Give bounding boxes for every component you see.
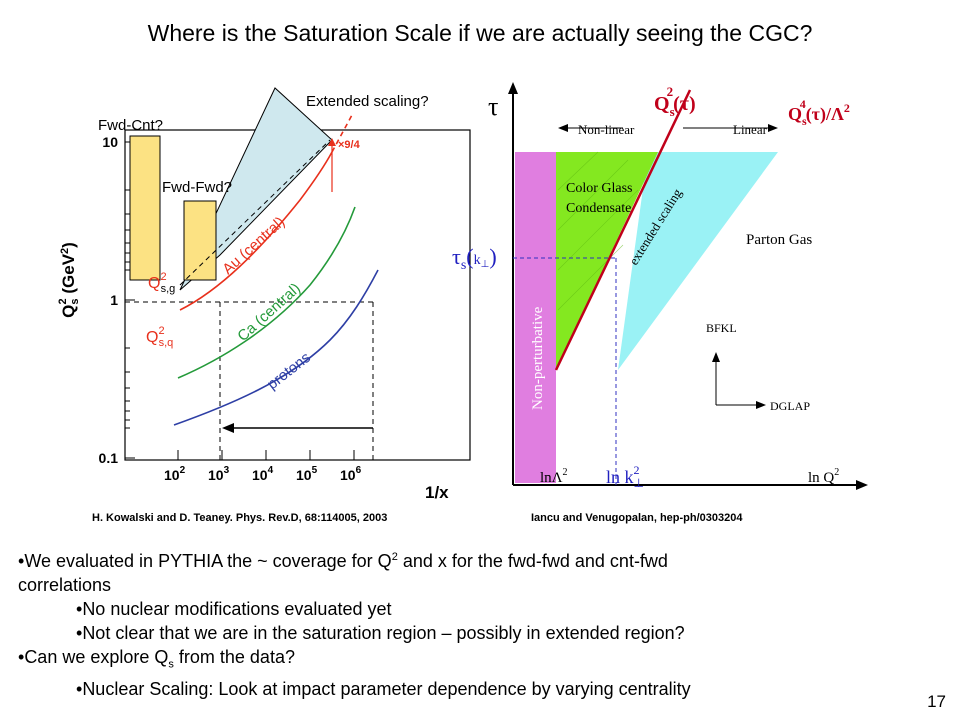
cgc-phase-diagram: τ Non-linear Linear Qs2(τ) Qs4(τ)/Λ2 Col… (452, 82, 868, 490)
dglap-arrowhead (756, 401, 766, 409)
y-tick-1: 1 (110, 292, 118, 308)
y-tick-0.1: 0.1 (99, 450, 119, 466)
slide-number: 17 (927, 692, 946, 711)
cgc-hatch (557, 151, 639, 311)
dglap-label: DGLAP (770, 399, 810, 413)
ca-label: Ca (central) (234, 280, 304, 345)
bullet-3: •Not clear that we are in the saturation… (76, 623, 685, 643)
y-minor-ticks (125, 141, 135, 459)
bullet-4: •Can we explore Qs from the data? (18, 647, 295, 671)
tau-axis-label: τ (488, 92, 498, 121)
lnlambda-label: lnΛ2 (540, 467, 568, 486)
x-tick-1e5: 105 (296, 465, 318, 483)
linear-label: Linear (733, 122, 768, 137)
y-axis-label: Qs2 (GeV2) (57, 242, 81, 318)
bullet-2: •No nuclear modifications evaluated yet (76, 599, 392, 619)
bfkl-arrowhead (712, 352, 720, 362)
x-tick-labels: 102 103 104 105 106 (164, 465, 362, 483)
qs2-label: Qs2(τ) (654, 84, 696, 119)
factor-label: ×9/4 (338, 139, 361, 151)
nonlinear-label: Non-linear (578, 122, 635, 137)
extended-scaling-annotation: Extended scaling? (306, 93, 429, 110)
x-axis-label: 1/x (425, 483, 449, 502)
nonperturbative-region (515, 152, 556, 483)
parton-gas-label: Parton Gas (746, 232, 812, 248)
saturation-line (554, 89, 692, 371)
protons-curve (173, 269, 379, 426)
qs4-label: Qs4(τ)/Λ2 (788, 97, 850, 128)
ca-central-curve (177, 206, 356, 379)
fwd-fwd-annotation: Fwd-Fwd? (162, 179, 232, 196)
bullet-1: •We evaluated in PYTHIA the ~ coverage f… (18, 551, 668, 571)
au-central-curve (179, 151, 333, 311)
cgc-label-line2: Condensate (566, 201, 631, 216)
guide-lines (125, 139, 374, 460)
au-central-extension (331, 114, 353, 153)
bfkl-label: BFKL (706, 321, 737, 335)
citation-right: Iancu and Venugopalan, hep-ph/0303204 (531, 512, 743, 524)
qsg-label: Q2 s,g (148, 271, 175, 295)
slide-title: Where is the Saturation Scale if we are … (147, 20, 813, 46)
y-tick-10: 10 (102, 134, 118, 150)
x-ticks (177, 450, 355, 460)
nonperturbative-label: Non-perturbative (530, 306, 546, 410)
bullet-1-continuation: correlations (18, 575, 112, 595)
linear-arrowhead (768, 124, 778, 132)
x-tick-1e4: 104 (252, 465, 274, 483)
fwd-cnt-annotation: Fwd-Cnt? (98, 117, 163, 134)
bullet-list: •We evaluated in PYTHIA the ~ coverage f… (18, 545, 918, 701)
cgc-label-line1: Color Glass (566, 181, 633, 196)
protons-label: protons (264, 349, 314, 393)
qsq-label: Q2 s,q (146, 325, 173, 349)
saturation-scale-plot: Qs2 (GeV2) 10 1 0.1 102 103 104 105 106 … (57, 87, 471, 502)
fwd-cnt-box (129, 135, 161, 281)
lnk-label: ln k2 ⊥ (606, 463, 644, 490)
taus-label: τs(k⊥) (452, 244, 497, 273)
bullet-5: •Nuclear Scaling: Look at impact paramet… (76, 678, 691, 699)
fwd-fwd-box (183, 200, 217, 281)
factor-arrowhead (328, 138, 336, 146)
x-tick-1e6: 106 (340, 465, 362, 483)
nonlinear-arrowhead (558, 124, 568, 132)
x-tick-1e3: 103 (208, 465, 230, 483)
citation-left: H. Kowalski and D. Teaney. Phys. Rev.D, … (92, 512, 388, 524)
tau-axis-arrowhead (508, 82, 518, 94)
lnq-axis-arrowhead (856, 480, 868, 490)
range-arrowhead (222, 423, 234, 433)
x-tick-1e2: 102 (164, 465, 186, 483)
parton-gas-region (618, 152, 778, 370)
lnq-label: ln Q2 (808, 467, 839, 486)
